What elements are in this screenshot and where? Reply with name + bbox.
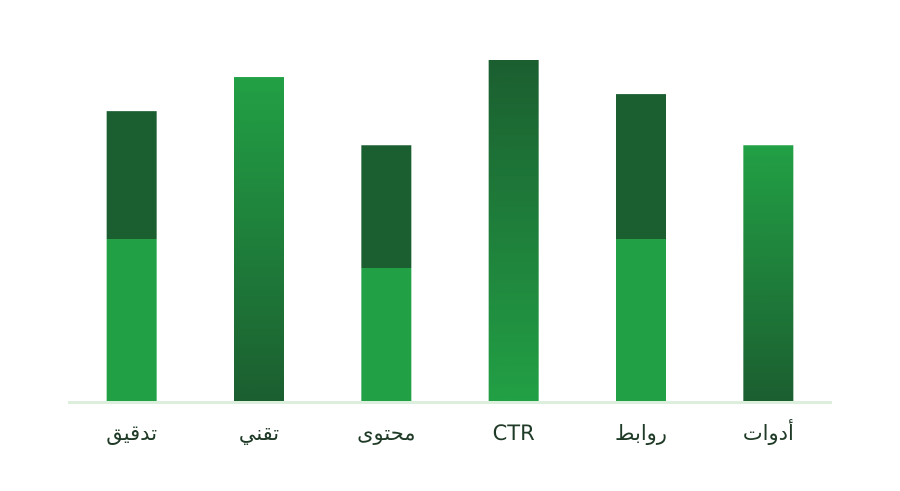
bar	[616, 94, 666, 240]
bar	[106, 239, 157, 401]
bar	[616, 239, 666, 401]
x-tick-label: تقني	[239, 421, 279, 445]
bar	[361, 145, 412, 269]
x-tick-label: أدوات	[743, 419, 794, 445]
x-tick-label: تدقيق	[106, 421, 157, 445]
bar	[361, 268, 412, 401]
bar	[234, 77, 284, 402]
bar	[488, 60, 539, 401]
bar	[106, 111, 157, 240]
bar	[743, 145, 794, 401]
x-tick-label: محتوى	[357, 421, 415, 445]
baseline	[68, 401, 832, 404]
x-tick-label: روابط	[615, 421, 667, 445]
x-tick-label: CTR	[493, 421, 535, 445]
